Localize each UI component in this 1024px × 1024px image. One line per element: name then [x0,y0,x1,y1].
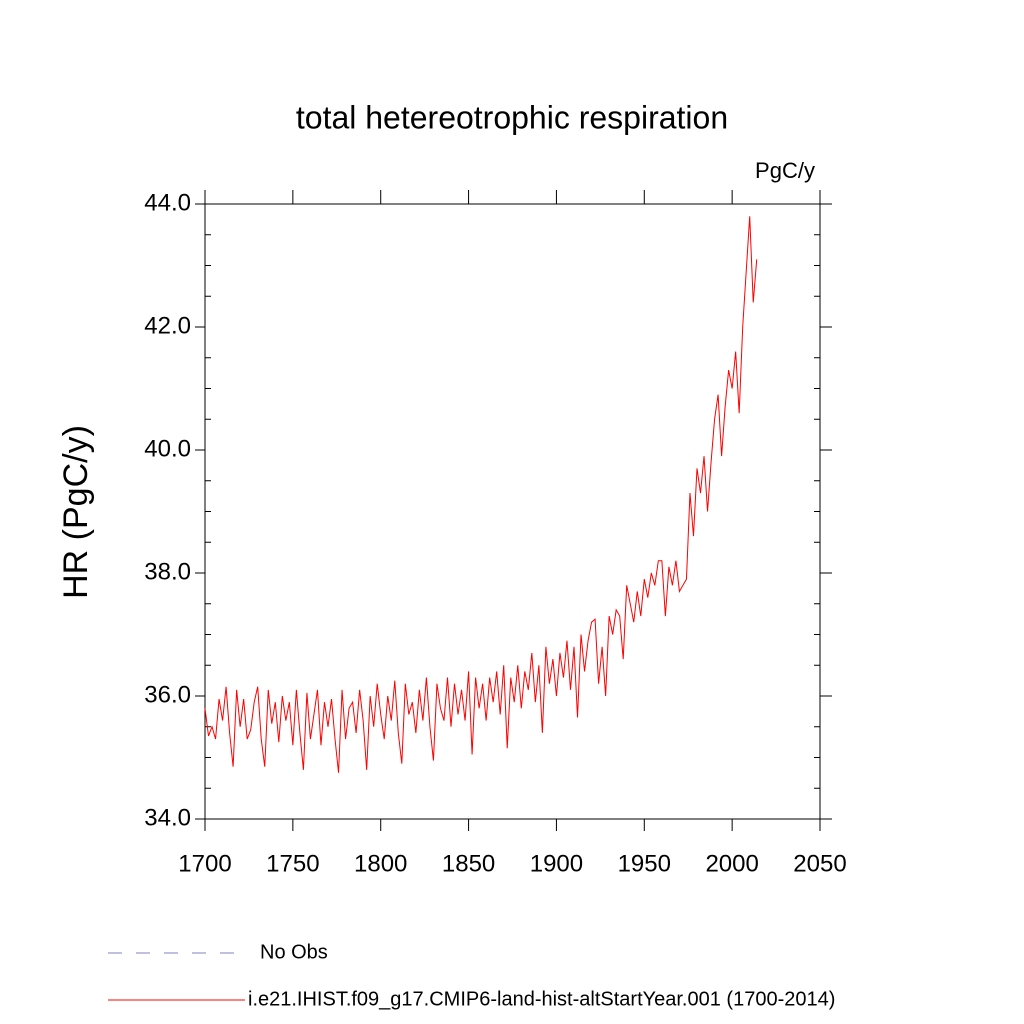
x-tick-label: 1700 [178,850,231,877]
y-tick-label: 34.0 [144,804,191,831]
plot-frame [204,203,821,820]
x-tick-label: 1750 [266,850,319,877]
legend-label: No Obs [260,941,328,963]
x-tick-label: 1900 [530,850,583,877]
y-tick-label: 44.0 [144,189,191,216]
units-label: PgC/y [755,158,815,183]
x-tick-label: 1800 [354,850,407,877]
x-tick-label: 1950 [618,850,671,877]
x-tick-label: 2050 [793,850,846,877]
data-line [204,216,758,773]
x-tick-label: 2000 [705,850,758,877]
y-tick-label: 36.0 [144,681,191,708]
y-axis-title: HR (PgC/y) [57,425,95,599]
y-tick-label: 42.0 [144,312,191,339]
legend-label: i.e21.IHIST.f09_g17.CMIP6-land-hist-altS… [248,988,835,1010]
x-tick-label: 1850 [442,850,495,877]
chart-title: total hetereotrophic respiration [296,99,728,135]
y-tick-label: 38.0 [144,558,191,585]
y-tick-label: 40.0 [144,435,191,462]
